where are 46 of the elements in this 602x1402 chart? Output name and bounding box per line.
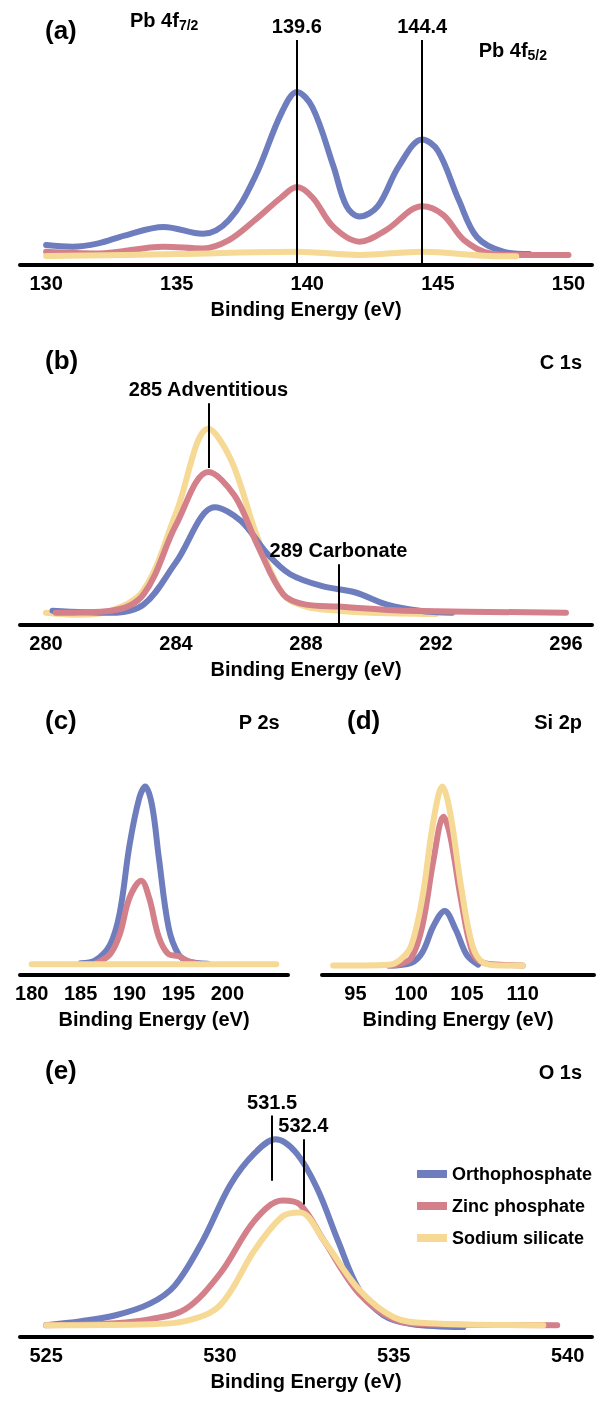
ref-line-label: 139.6 (271, 15, 322, 37)
x-axis-title: Binding Energy (eV) (362, 1008, 554, 1030)
ref-line-label: 144.4 (397, 15, 449, 37)
chart-title: (b) (45, 345, 79, 375)
x-tick-label: 195 (161, 982, 196, 1004)
annotation: 532.4 (278, 1114, 330, 1137)
text: Si 2p (534, 711, 582, 733)
x-tick-label: 200 (210, 982, 245, 1004)
x-tick-label: 100 (394, 982, 428, 1004)
x-tick-label: 110 (506, 982, 539, 1004)
x-tick-label: 180 (15, 982, 49, 1004)
x-tick-label: 140 (290, 272, 324, 294)
x-tick-label: 280 (29, 632, 63, 654)
x-axis-title: Binding Energy (eV) (210, 298, 402, 320)
legend-label: Zinc phosphate (452, 1196, 586, 1216)
chart-title: (a) (45, 15, 77, 45)
chart-title: (e) (45, 1055, 77, 1085)
x-tick-label: 135 (160, 272, 194, 294)
x-tick-label: 540 (550, 1344, 585, 1366)
annotation: 289 Carbonate (269, 539, 408, 562)
legend-label: Orthophosphate (452, 1164, 593, 1184)
annotation: 531.5 (247, 1090, 298, 1113)
x-axis-title: Binding Energy (eV) (58, 1008, 250, 1030)
chart-title: (d) (347, 705, 381, 735)
x-tick-label: 530 (203, 1344, 237, 1366)
x-tick-label: 150 (551, 272, 586, 294)
legend-label: Sodium silicate (452, 1228, 585, 1248)
x-tick-label: 95 (344, 982, 367, 1004)
x-tick-label: 190 (112, 982, 147, 1004)
x-tick-label: 185 (63, 982, 98, 1004)
x-tick-label: 284 (159, 632, 194, 654)
x-tick-label: 288 (289, 632, 323, 654)
x-axis-title: Binding Energy (eV) (210, 1370, 402, 1392)
x-tick-label: 525 (29, 1344, 63, 1366)
x-tick-label: 535 (377, 1344, 411, 1366)
x-tick-label: 145 (421, 272, 455, 294)
x-tick-label: 130 (29, 272, 63, 294)
chart-title: (c) (45, 705, 77, 735)
text: O 1s (538, 1061, 582, 1083)
annotation: 285 Adventitious (128, 378, 289, 401)
x-tick-label: 296 (549, 632, 583, 654)
text: C 1s (539, 351, 582, 373)
x-tick-label: 292 (419, 632, 453, 654)
x-tick-label: 105 (450, 982, 484, 1004)
x-axis-title: Binding Energy (eV) (210, 658, 402, 680)
text: P 2s (238, 711, 280, 733)
